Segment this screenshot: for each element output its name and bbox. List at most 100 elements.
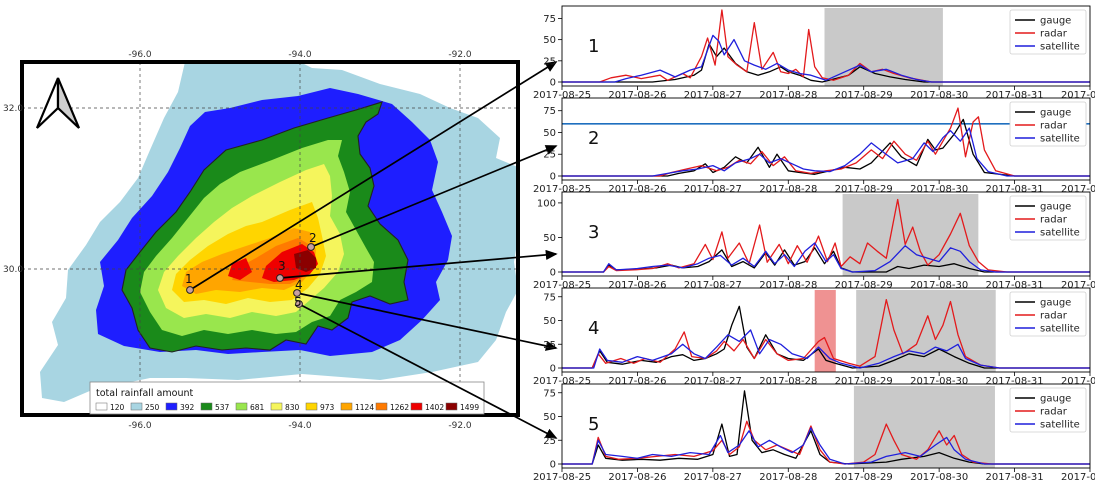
legend-label-radar: radar [1040, 29, 1068, 40]
panel-frame [561, 5, 1091, 87]
rainfall-legend-swatch-1499 [445, 402, 458, 411]
map-lon-tick-top-0: -96.0 [128, 50, 152, 60]
station-connector-4 [296, 292, 558, 351]
shaded-period-0 [824, 8, 943, 86]
panel-number: 5 [588, 414, 599, 435]
legend-label-satellite: satellite [1040, 134, 1080, 145]
series-radar [562, 9, 1090, 83]
station-marker-5 [295, 300, 303, 308]
y-tick-label: 25 [543, 436, 556, 447]
x-tick-label: 2017-08-31 [986, 472, 1044, 483]
rainfall-legend-label-250: 250 [145, 403, 160, 412]
y-tick-label: 0 [550, 78, 556, 89]
timeseries-panel-2: 0 25 50 75 2017-08-25 2017-08-26 2017-08-27 201… [533, 97, 1095, 195]
timeseries-panel-3: 0 50 100 2017-08-25 2017-08-26 2017-08-27 2017… [533, 191, 1095, 291]
map-frame [20, 60, 520, 417]
series-legend-box [1009, 9, 1087, 55]
x-tick-label: 2017-08-25 [533, 376, 591, 387]
x-tick-label: 2017-08-30 [910, 472, 968, 483]
rain-zone-1499 [294, 250, 316, 272]
x-tick-label: 2017-08-29 [835, 184, 893, 195]
rainfall-legend-label-1499: 1499 [460, 403, 479, 412]
station-marker-2 [307, 243, 315, 251]
y-tick-label: 0 [550, 460, 556, 471]
x-tick-label: 2017-08-31 [986, 280, 1044, 291]
shaded-period-0 [853, 386, 995, 468]
x-tick-label: 2017-08-27 [684, 280, 742, 291]
panel-number: 4 [588, 318, 599, 339]
y-tick-label: 50 [543, 128, 556, 139]
x-tick-label: 2017-08-25 [533, 472, 591, 483]
rainfall-legend-swatch-1262 [375, 402, 388, 411]
rainfall-legend-label-537: 537 [215, 403, 230, 412]
series-legend-box [1009, 195, 1087, 241]
legend-label-radar: radar [1040, 215, 1068, 226]
panel-frame [561, 383, 1091, 469]
rainfall-legend-label-392: 392 [180, 403, 195, 412]
series-gauge [562, 390, 1090, 465]
panel-number: 1 [588, 36, 599, 57]
rainfall-legend-swatch-1124 [340, 402, 353, 411]
x-tick-label: 2017-09-01 [1061, 376, 1095, 387]
rainfall-legend-label-973: 973 [320, 403, 335, 412]
x-tick-label: 2017-08-26 [608, 376, 666, 387]
x-tick-label: 2017-08-31 [986, 376, 1044, 387]
station-label-3: 3 [278, 259, 286, 273]
x-tick-label: 2017-08-28 [759, 376, 817, 387]
x-tick-label: 2017-08-29 [835, 90, 893, 101]
rainfall-legend-label-1402: 1402 [425, 403, 444, 412]
legend-label-radar: radar [1040, 121, 1068, 132]
map-grid [22, 62, 518, 415]
series-legend-box [1009, 387, 1087, 433]
x-tick-label: 2017-08-29 [835, 376, 893, 387]
station-connector-2 [310, 145, 558, 248]
x-tick-label: 2017-08-27 [684, 184, 742, 195]
x-tick-label: 2017-08-28 [759, 90, 817, 101]
rainfall-legend-swatch-973 [305, 402, 318, 411]
rainfall-legend-label-830: 830 [285, 403, 300, 412]
x-tick-label: 2017-08-28 [759, 184, 817, 195]
rainfall-legend-swatch-250 [130, 402, 143, 411]
station-label-5: 5 [294, 295, 302, 309]
series-radar [562, 198, 1090, 273]
rainfall-legend-swatch-681 [235, 402, 248, 411]
legend-label-gauge: gauge [1040, 394, 1071, 405]
y-tick-label: 75 [543, 106, 556, 117]
y-tick-label: 50 [543, 412, 556, 423]
station-marker-3 [276, 274, 284, 282]
map-lon-tick-bottom-1: -94.0 [288, 421, 312, 431]
station-label-2: 2 [309, 231, 317, 245]
rainfall-legend-swatch-120 [95, 402, 108, 411]
rainfall-contour [121, 101, 409, 353]
series-legend-box [1009, 101, 1087, 147]
y-tick-label: 25 [543, 56, 556, 67]
y-tick-label: 0 [550, 172, 556, 183]
legend-label-satellite: satellite [1040, 324, 1080, 335]
map-lon-tick-bottom-2: -92.0 [448, 421, 472, 431]
y-tick-label: 75 [543, 388, 556, 399]
rainfall-legend-swatch-1402 [410, 402, 423, 411]
x-tick-label: 2017-08-26 [608, 280, 666, 291]
x-tick-label: 2017-08-29 [835, 280, 893, 291]
x-tick-label: 2017-08-30 [910, 280, 968, 291]
legend-label-satellite: satellite [1040, 420, 1080, 431]
station-marker-4 [293, 289, 301, 297]
rainfall-legend-label-120: 120 [110, 403, 125, 412]
map-lat-tick-1: 30.0 [3, 265, 23, 275]
series-satellite [562, 34, 1090, 83]
rainfall-legend-label-1124: 1124 [355, 403, 374, 412]
series-gauge [562, 43, 1090, 83]
shaded-period-1 [856, 290, 996, 372]
legend-label-satellite: satellite [1040, 228, 1080, 239]
x-tick-label: 2017-08-27 [684, 90, 742, 101]
x-tick-label: 2017-08-26 [608, 472, 666, 483]
legend-label-satellite: satellite [1040, 42, 1080, 53]
y-tick-label: 75 [543, 14, 556, 25]
rainfall-map: -96.0 -94.0 -92.0 -96.0 -94.0 -92.0 32.0… [3, 50, 520, 431]
y-tick-label: 50 [543, 316, 556, 327]
series-radar [562, 107, 1090, 177]
map-lon-tick-top-2: -92.0 [448, 50, 472, 60]
series-satellite [562, 242, 1090, 273]
y-tick-label: 75 [543, 292, 556, 303]
